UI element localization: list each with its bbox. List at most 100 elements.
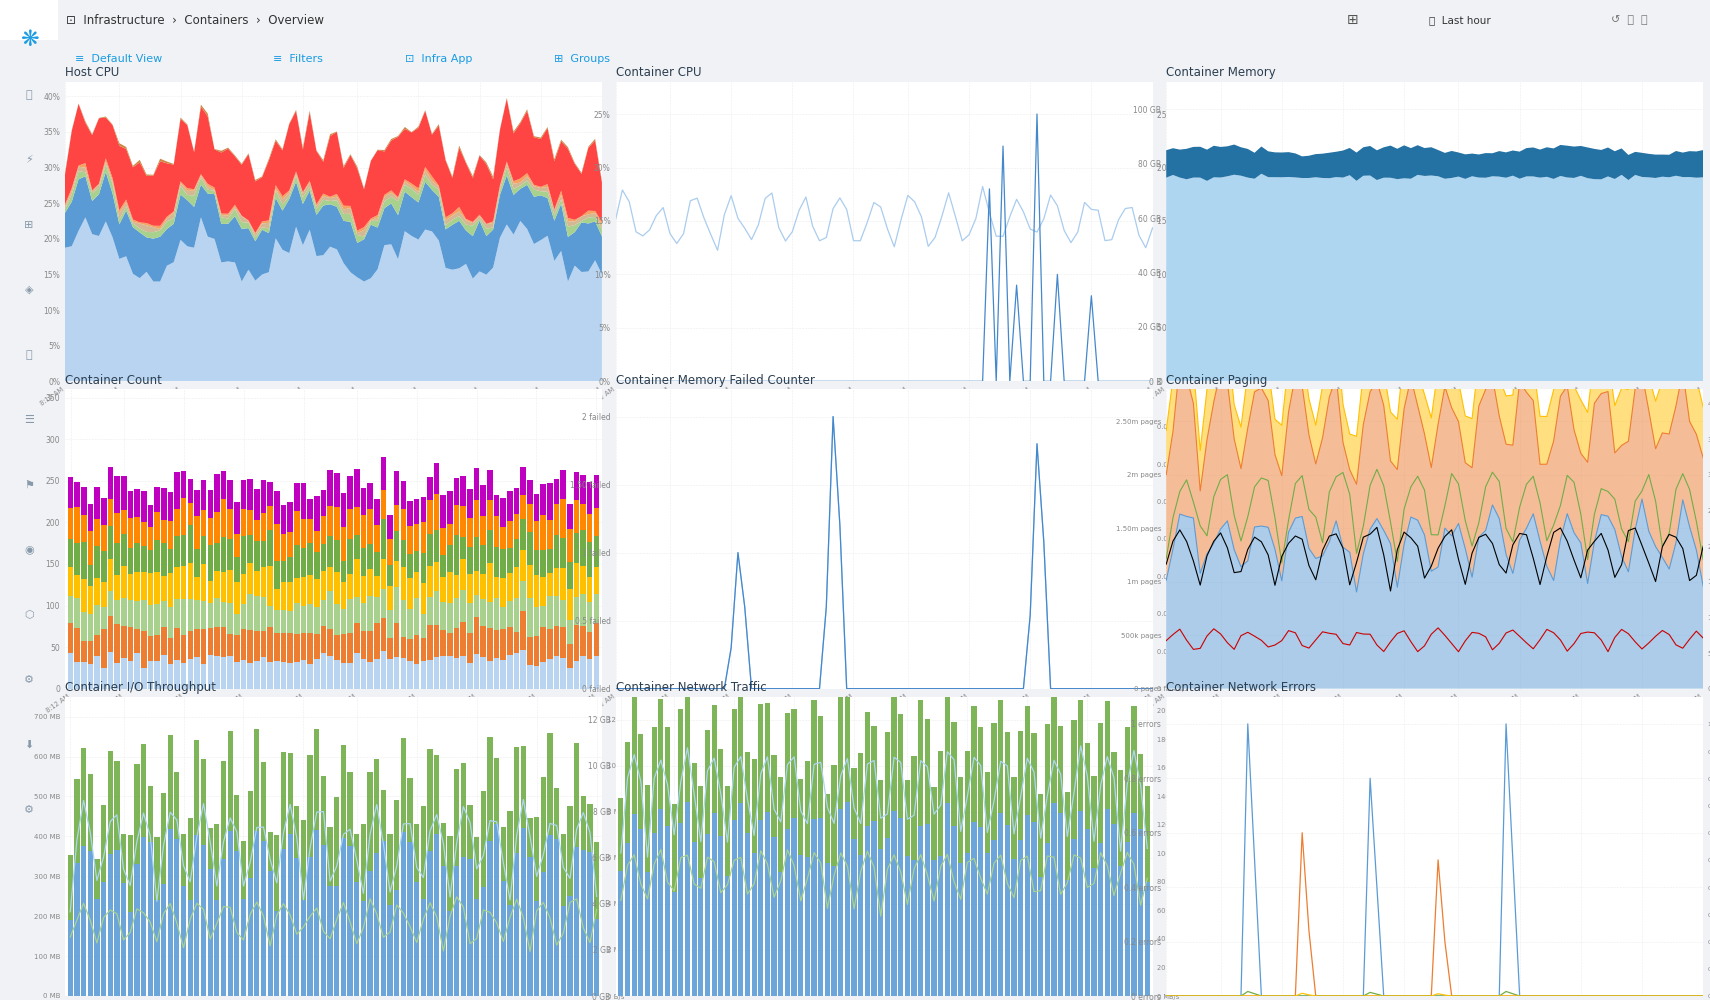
Bar	[805, 761, 811, 857]
Bar	[75, 482, 80, 507]
Bar	[884, 838, 889, 996]
Bar	[361, 603, 366, 631]
Bar	[87, 586, 94, 614]
Legend: pages in, pages in rate, pages out, pages out rate, pages fault, pages fault rat: pages in, pages in rate, pages out, page…	[1329, 778, 1541, 799]
Bar	[154, 604, 159, 635]
Bar	[460, 656, 467, 689]
Bar	[658, 699, 663, 809]
Bar	[831, 765, 836, 866]
Bar	[898, 818, 903, 996]
Bar	[460, 857, 467, 996]
Bar	[501, 549, 506, 578]
Bar	[467, 663, 472, 689]
Bar	[428, 660, 433, 689]
Bar	[568, 504, 573, 529]
Bar	[575, 743, 580, 847]
Bar	[446, 633, 453, 656]
Bar	[1105, 701, 1110, 809]
Bar	[262, 631, 267, 657]
Bar	[393, 800, 400, 890]
Bar	[884, 732, 889, 838]
Bar	[241, 509, 246, 536]
Bar	[108, 616, 113, 652]
Bar	[400, 600, 405, 637]
Bar	[234, 614, 239, 635]
Bar	[308, 519, 313, 543]
Bar	[393, 471, 400, 505]
Bar	[68, 623, 74, 653]
Bar	[540, 872, 545, 996]
Bar	[195, 549, 200, 577]
Bar	[214, 627, 221, 656]
Bar	[580, 594, 587, 626]
Bar	[301, 606, 306, 633]
Bar	[248, 630, 253, 663]
Bar	[971, 706, 976, 822]
Bar	[527, 480, 532, 504]
Legend: mem usage, cache memory: mem usage, cache memory	[1375, 485, 1495, 491]
Bar	[262, 597, 267, 631]
Bar	[446, 491, 453, 524]
Bar	[467, 859, 472, 996]
Bar	[964, 853, 970, 996]
Bar	[195, 657, 200, 689]
Bar	[508, 655, 513, 689]
Bar	[799, 779, 804, 855]
Bar	[587, 542, 592, 577]
Bar	[128, 627, 133, 661]
Bar	[481, 485, 486, 516]
Bar	[527, 818, 532, 857]
Bar	[407, 609, 412, 639]
Bar	[248, 479, 253, 510]
Bar	[534, 607, 539, 636]
Bar	[128, 600, 133, 627]
Bar	[135, 653, 140, 689]
Bar	[872, 726, 877, 821]
Bar	[128, 661, 133, 689]
Bar	[527, 504, 532, 532]
Bar	[161, 520, 166, 543]
Bar	[108, 751, 113, 854]
Bar	[214, 571, 221, 598]
Bar	[267, 871, 274, 996]
Bar	[587, 514, 592, 542]
Bar	[74, 863, 80, 996]
Bar	[494, 658, 499, 689]
Bar	[573, 533, 580, 563]
Bar	[1024, 706, 1029, 815]
Bar	[267, 530, 274, 566]
Bar	[985, 772, 990, 853]
Bar	[932, 787, 937, 860]
Bar	[474, 500, 479, 537]
Bar	[446, 524, 453, 545]
Bar	[361, 659, 366, 689]
Bar	[732, 709, 737, 820]
Bar	[400, 637, 405, 658]
Bar	[421, 806, 426, 899]
Bar	[441, 555, 446, 577]
Bar	[824, 863, 829, 996]
Bar	[147, 786, 152, 842]
Bar	[161, 576, 166, 601]
Bar	[294, 806, 299, 858]
Bar	[527, 565, 532, 598]
Bar	[428, 566, 433, 597]
Bar	[951, 826, 956, 996]
Bar	[241, 660, 246, 689]
Bar	[368, 596, 373, 631]
Bar	[381, 841, 386, 996]
Bar	[481, 791, 486, 887]
Bar	[128, 548, 133, 574]
Bar	[333, 572, 340, 604]
Bar	[347, 846, 352, 996]
Bar	[87, 504, 94, 531]
Bar	[354, 559, 359, 597]
Bar	[467, 805, 472, 859]
Bar	[513, 567, 520, 598]
Bar	[561, 600, 566, 627]
Bar	[513, 514, 520, 539]
Bar	[838, 692, 843, 809]
Bar	[1098, 843, 1103, 996]
Bar	[140, 522, 147, 546]
Bar	[255, 831, 260, 996]
